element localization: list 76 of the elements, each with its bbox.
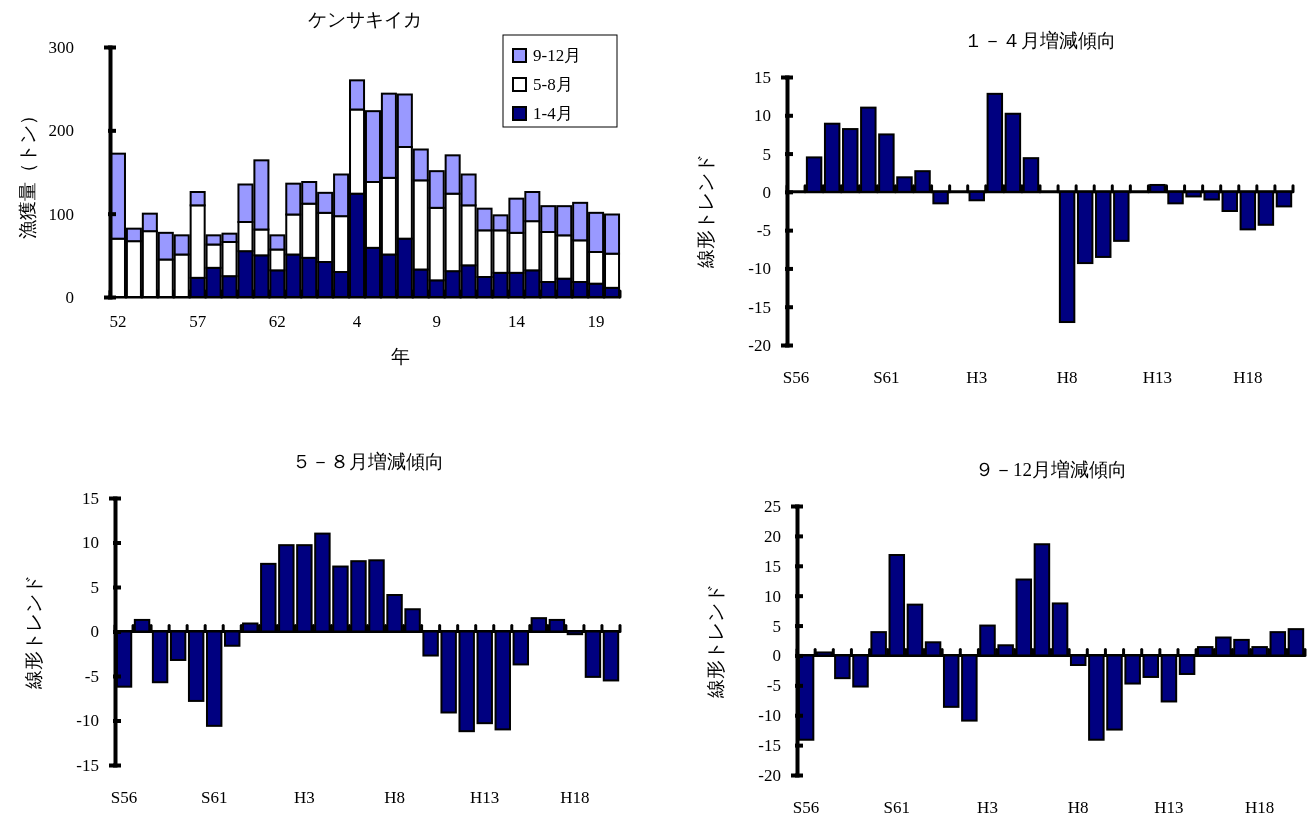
x-tick-label: H8 [1056,368,1078,388]
bar [823,122,841,193]
x-tick-label: S56 [110,788,138,808]
y-tick-label: 25 [764,496,781,516]
chart-title: １－４月増減傾向 [964,30,1116,51]
y-tick-label: -15 [76,755,99,775]
y-tick-label: 15 [82,488,99,508]
x-tick-label: H18 [1245,798,1275,814]
y-tick-label: -15 [758,736,781,756]
chart-title: ５－８月増減傾向 [291,451,444,472]
bar [242,622,259,633]
y-tick-label: -5 [766,676,781,696]
x-tick-label: S61 [873,368,900,388]
y-tick-label: -10 [76,711,99,731]
x-tick-label: S61 [200,788,228,808]
y-tick-label: 0 [772,646,781,666]
y-axis-title: 線形トレンド [705,583,726,699]
y-tick-label: 0 [762,182,771,202]
y-tick-label: 300 [48,37,74,57]
y-tick-label: -10 [748,259,771,279]
bar [842,128,859,193]
x-tick-label: H13 [470,788,500,808]
x-tick-label: H18 [1233,368,1263,388]
x-axis-title: 年 [391,346,411,367]
x-tick-label: H13 [1142,368,1173,388]
legend-label: 9-12月 [533,46,582,65]
bar [530,617,548,633]
x-tick-label: 57 [189,312,207,332]
bar [133,618,151,633]
y-tick-label: -5 [84,666,99,686]
chart-title: ９－12月増減傾向 [975,459,1127,480]
x-tick-label: H13 [1154,798,1184,814]
y-tick-label: 0 [90,622,99,642]
y-axis-title: 線形トレンド [695,154,716,269]
x-tick-label: H3 [293,788,315,808]
y-tick-label: 15 [764,556,781,576]
bar [805,156,823,193]
x-tick-label: 62 [268,312,286,332]
y-tick-label: 15 [754,67,771,87]
x-tick-label: S56 [792,798,820,814]
legend-label: 5-8月 [533,75,573,94]
x-tick-label: H3 [966,368,988,388]
y-tick-label: -20 [758,765,781,785]
bar [1004,112,1022,193]
y-axis-title: 漁獲量（トン） [17,105,38,239]
x-tick-label: 52 [109,312,127,332]
y-tick-label: 5 [762,144,771,164]
bar [1022,157,1040,193]
bar [986,92,1004,193]
x-tick-label: 9 [432,312,441,332]
x-tick-label: 4 [352,312,362,332]
x-tick-label: 19 [587,312,605,332]
y-tick-label: -15 [748,297,771,317]
y-tick-label: -5 [756,221,771,241]
y-tick-label: 10 [754,106,771,126]
y-tick-label: 10 [82,533,99,553]
x-tick-label: S56 [782,368,810,388]
legend-label: 1-4月 [533,104,573,123]
y-tick-label: 20 [764,526,781,546]
y-tick-label: 10 [764,586,781,606]
y-tick-label: -10 [758,706,781,726]
x-tick-label: H8 [1067,798,1089,814]
chart-title: ケンサキイカ [308,9,422,30]
x-tick-label: S61 [883,798,911,814]
y-tick-label: 200 [48,121,74,141]
y-tick-label: 5 [90,577,99,597]
y-tick-label: 100 [48,204,74,224]
x-tick-label: H8 [384,788,405,808]
x-tick-label: 14 [507,312,526,332]
y-tick-label: 5 [772,616,781,636]
y-axis-title: 線形トレンド [23,574,44,690]
bar [548,618,566,633]
y-tick-label: -20 [748,335,771,355]
x-tick-label: H3 [977,798,998,814]
x-tick-label: H18 [560,788,590,808]
y-tick-label: 0 [65,287,74,307]
